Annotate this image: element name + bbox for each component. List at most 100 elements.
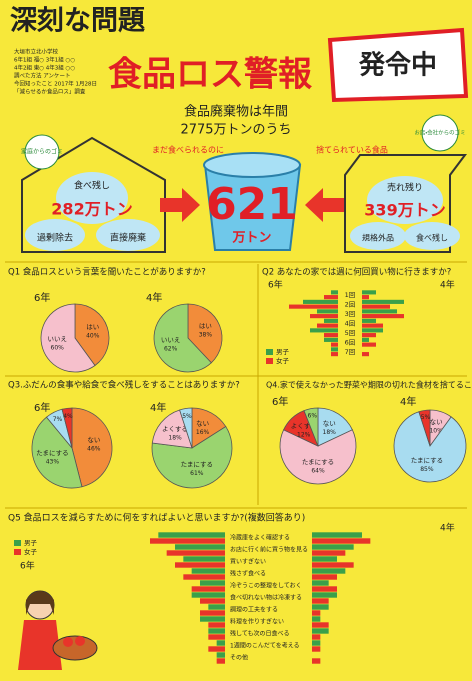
bar (317, 324, 338, 328)
category-label: お店に行く前に買う物を見る (230, 546, 308, 554)
slice-name: ない (87, 436, 100, 444)
slice-label: 16% (196, 429, 210, 436)
slice-label: 64% (311, 467, 325, 474)
question: Q3.ふだんの食事や給食で食べ残しをすることはありますか? (8, 380, 240, 391)
bar (331, 352, 338, 356)
bar (192, 592, 225, 597)
bar (289, 305, 338, 309)
grade: 6年 (272, 395, 288, 408)
legend-swatch (266, 358, 273, 364)
shop-item: 売れ残り (387, 182, 423, 194)
bar (324, 338, 338, 342)
category-label: 1回 (345, 291, 356, 299)
bar (167, 550, 225, 555)
caption: 捨てられている食品 (316, 145, 388, 155)
bar (324, 295, 338, 299)
slice-name: はい (199, 322, 212, 330)
category-label: 1週間のこんだてを考える (230, 642, 300, 650)
slice-label: 85% (420, 466, 434, 473)
bar (312, 622, 329, 627)
bar (312, 640, 320, 645)
bar (310, 328, 338, 332)
slice-name: ない (196, 420, 209, 428)
title: 深刻な問題 (10, 6, 146, 37)
slice-label: 43% (46, 458, 60, 465)
caption: まだ食べられるのに (152, 146, 224, 155)
slice-label: 60% (51, 344, 65, 351)
slice-label: 18% (168, 434, 182, 441)
legend-label: 女子 (276, 356, 290, 365)
bar (312, 592, 337, 597)
legend-swatch (14, 540, 21, 546)
bar (312, 562, 354, 567)
legend-label: 男子 (276, 348, 290, 356)
bar (312, 538, 370, 543)
bar (312, 658, 320, 663)
question: Q4.家で使えなかった野菜や期限の切れた食材を捨てることは (266, 380, 472, 390)
legend-label: 男子 (24, 539, 38, 547)
home-item: 過剰除去 (37, 232, 73, 244)
category-label: 6回 (345, 338, 356, 346)
category-label: 2回 (345, 300, 356, 308)
bar (175, 562, 225, 567)
grade: 4年 (150, 401, 166, 414)
bar (362, 324, 383, 328)
bar (362, 328, 383, 332)
category-label: 買いすぎない (230, 558, 266, 566)
category-label: 3回 (345, 310, 356, 318)
slice-label: 12% (297, 431, 311, 438)
slice-label: 6% (308, 413, 318, 420)
bar (312, 628, 329, 633)
slice-label: 62% (164, 345, 178, 352)
note: 大垣市立北小学校 (14, 48, 59, 56)
slice-label: 18% (323, 429, 337, 436)
bar (208, 604, 225, 609)
legend-swatch (266, 349, 273, 355)
status: 発令中 (358, 51, 437, 81)
total-number: 621 (206, 179, 298, 230)
grade: 4年 (146, 291, 162, 304)
bar (200, 610, 225, 615)
shop-item: 規格外品 (362, 233, 394, 243)
bar (312, 580, 329, 585)
grade: 6年 (20, 560, 35, 572)
bar (217, 652, 225, 657)
bar (331, 290, 338, 294)
category-label: 5回 (345, 329, 356, 337)
intro: 2775万トンのうち (180, 123, 291, 138)
category-label: その他 (230, 654, 248, 662)
category-label: 残しても次の日食べる (230, 630, 290, 638)
bar (158, 532, 225, 537)
bar (312, 544, 354, 549)
note: 今回知ったこと 2017年 1月28日 (14, 80, 97, 88)
slice-name: いいえ (161, 336, 181, 344)
category-label: 料理を作りすぎない (230, 618, 284, 626)
shop-amount: 339万トン (364, 201, 445, 220)
question: Q2 あなたの家では週に何回買い物に行きますか? (262, 267, 451, 278)
category-label: 4回 (345, 319, 356, 327)
bar (312, 568, 345, 573)
grade: 4年 (440, 279, 455, 291)
slice-name: ない (323, 419, 336, 427)
bar (331, 343, 338, 347)
slice-name: ない (430, 418, 443, 426)
bar (324, 333, 338, 337)
grade: 4年 (400, 395, 416, 408)
bar (362, 314, 404, 318)
total-unit: 万トン (231, 231, 271, 246)
grade: 6年 (34, 401, 50, 414)
home-item: 直接廃棄 (110, 232, 146, 244)
grade: 6年 (34, 291, 50, 304)
slice-name: たまにする (411, 457, 443, 465)
bar (362, 300, 404, 304)
bar (312, 556, 337, 561)
bar (192, 568, 225, 573)
slice-name: いいえ (47, 335, 67, 343)
bar (312, 604, 329, 609)
question: Q5 食品ロスを減らすために何をすればよいと思いますか?(複数回答あり) (8, 512, 305, 524)
bar (324, 319, 338, 323)
bar (331, 347, 338, 351)
grade: 6年 (268, 279, 283, 291)
home-amount: 282万トン (51, 200, 132, 219)
slice-name: たまにする (302, 458, 334, 466)
